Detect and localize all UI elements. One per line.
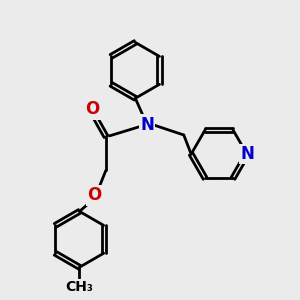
Text: CH₃: CH₃	[65, 280, 93, 294]
Text: O: O	[87, 186, 101, 204]
Text: N: N	[140, 116, 154, 134]
Text: O: O	[85, 100, 100, 118]
Text: N: N	[240, 145, 254, 163]
